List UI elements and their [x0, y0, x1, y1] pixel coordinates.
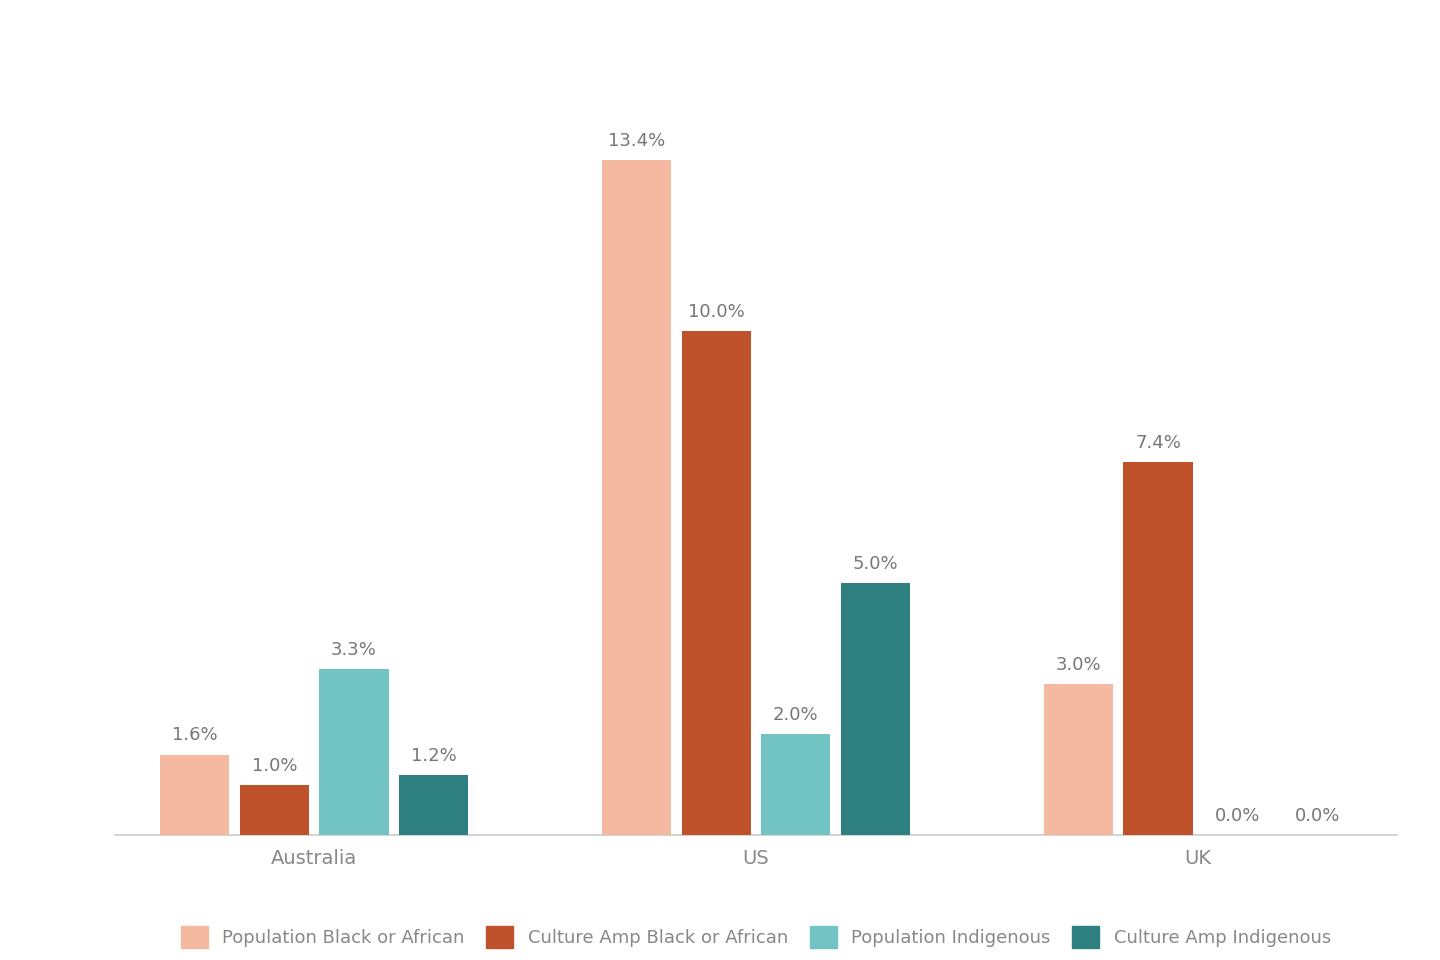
Bar	[239, 785, 310, 835]
Bar	[841, 584, 910, 835]
Bar	[1123, 463, 1192, 835]
Bar	[320, 669, 389, 835]
Legend: Population Black or African, Culture Amp Black or African, Population Indigenous: Population Black or African, Culture Amp…	[171, 917, 1341, 957]
Text: 3.0%: 3.0%	[1056, 656, 1102, 674]
Bar	[160, 755, 229, 835]
Text: 13.4%: 13.4%	[608, 132, 665, 150]
Text: 2.0%: 2.0%	[773, 707, 818, 724]
Text: 0.0%: 0.0%	[1295, 807, 1341, 826]
Bar	[681, 331, 750, 835]
Bar	[399, 775, 468, 835]
Text: 0.0%: 0.0%	[1215, 807, 1260, 826]
Text: 1.2%: 1.2%	[410, 747, 456, 764]
Text: 1.0%: 1.0%	[252, 756, 297, 775]
Text: 7.4%: 7.4%	[1135, 434, 1181, 452]
Text: 5.0%: 5.0%	[852, 555, 899, 573]
Text: 10.0%: 10.0%	[688, 303, 744, 322]
Bar	[602, 160, 671, 835]
Bar	[1044, 684, 1113, 835]
Text: 3.3%: 3.3%	[331, 641, 377, 659]
Bar	[762, 734, 831, 835]
Text: 1.6%: 1.6%	[171, 727, 217, 745]
